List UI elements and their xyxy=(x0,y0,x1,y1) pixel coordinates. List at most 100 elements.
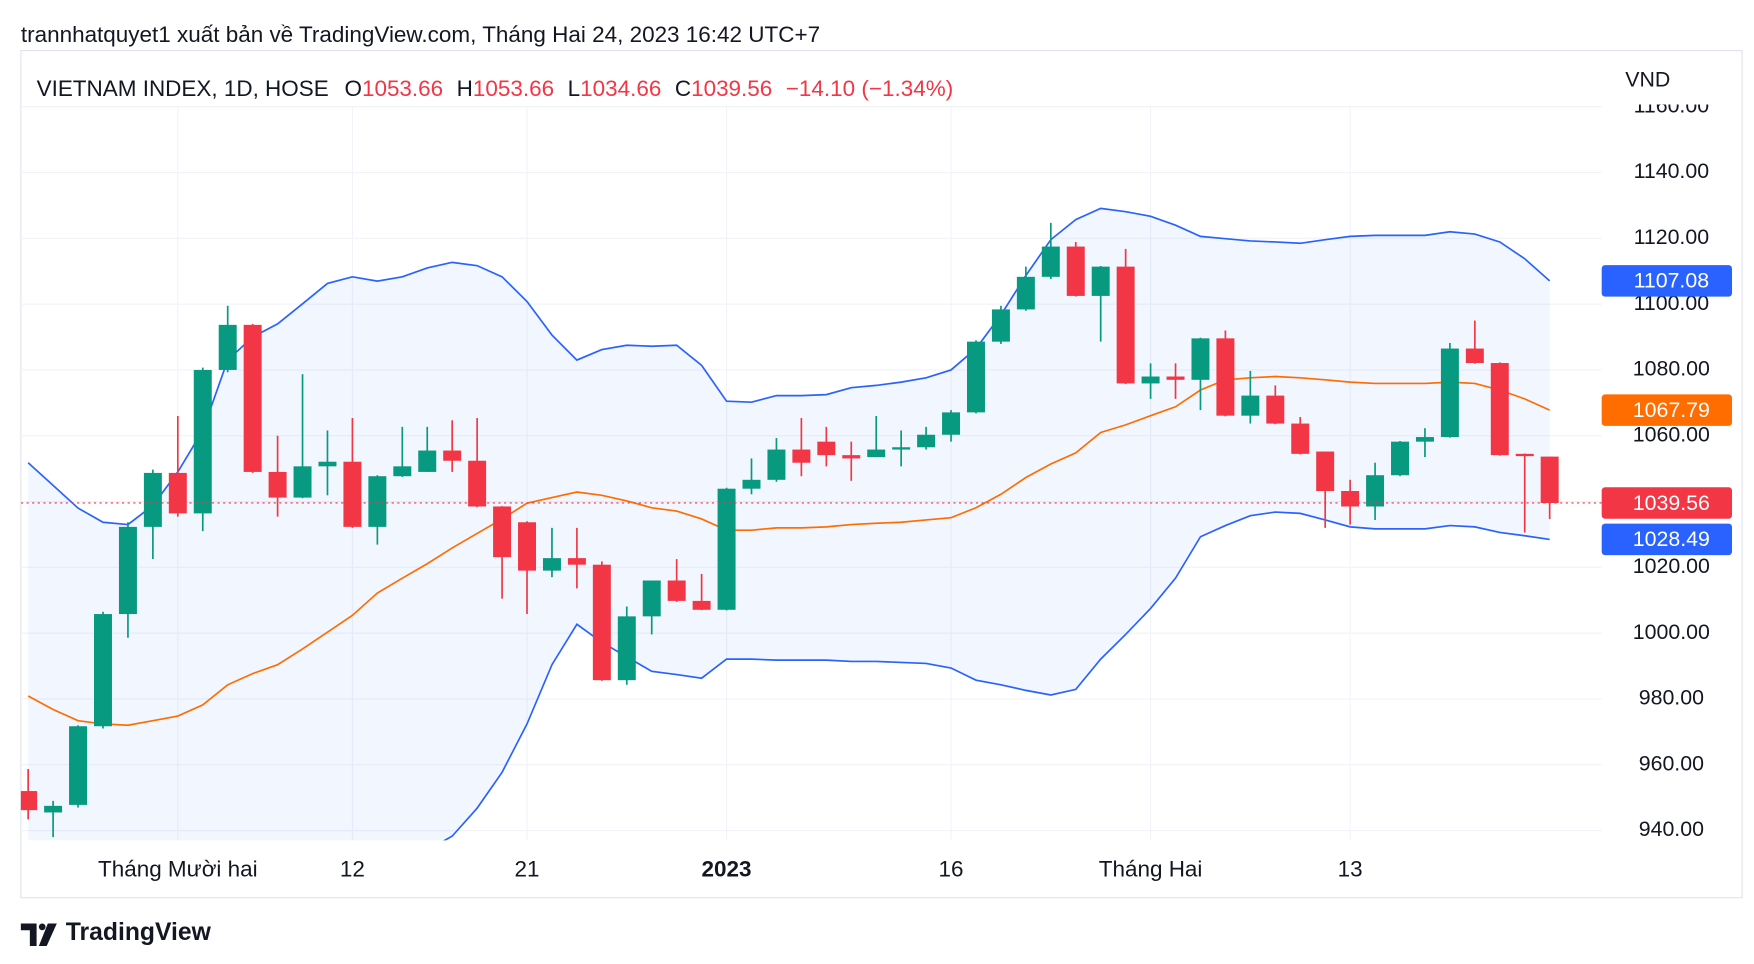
candle-body xyxy=(193,369,212,514)
price-tag xyxy=(1601,394,1733,426)
candle-body xyxy=(468,460,487,507)
candle-body xyxy=(1515,453,1534,457)
chart-frame xyxy=(20,49,1743,899)
band-fill xyxy=(28,208,1550,841)
candle-body xyxy=(1415,437,1434,442)
price-tags: 1107.08 1067.79 1039.56 1028.49 xyxy=(1601,265,1733,556)
band-upper xyxy=(27,207,1551,526)
candle-body xyxy=(917,434,936,448)
price-tag xyxy=(1601,487,1733,519)
candle-body xyxy=(243,324,262,472)
x-tick-label: 13 xyxy=(1338,857,1363,882)
y-tick-label: 1140.00 xyxy=(1634,159,1710,183)
ohlc-value: 1053.66 xyxy=(362,76,443,101)
candle-body xyxy=(368,476,387,527)
ohlc-value: 1039.56 xyxy=(691,76,772,101)
candle-body xyxy=(1091,266,1110,296)
candle-body xyxy=(1241,395,1260,416)
x-tick-label: 12 xyxy=(340,857,365,882)
candle-body xyxy=(792,449,811,463)
x-tick-label: Tháng Hai xyxy=(1099,857,1203,882)
ohlc-letter: H xyxy=(457,76,473,101)
candle-body xyxy=(542,558,561,571)
candle-body xyxy=(966,341,985,413)
y-tick-label: 1080.00 xyxy=(1633,357,1710,381)
candle-body xyxy=(1166,376,1185,380)
candle-body xyxy=(1291,423,1310,454)
candle-body xyxy=(642,580,661,617)
candle-body xyxy=(518,522,537,571)
candle-body xyxy=(1141,376,1160,384)
candle-body xyxy=(418,450,437,472)
candle-body xyxy=(1540,456,1559,503)
candle-body xyxy=(1066,246,1085,296)
candle-body xyxy=(1391,441,1409,476)
y-tick-label: 1160.00 xyxy=(1634,93,1710,117)
candle-body xyxy=(742,479,761,489)
unit-label: VND xyxy=(1625,68,1670,92)
ohlc-letter: O xyxy=(344,76,361,101)
publish-line: trannhatquyet1 xuất bản về TradingView.c… xyxy=(21,22,820,47)
candle-body xyxy=(168,472,187,514)
y-tick-label: 940.00 xyxy=(1639,817,1704,841)
band-lower xyxy=(442,511,1550,841)
price-tag xyxy=(1601,265,1733,297)
candle-body xyxy=(767,449,786,480)
price-tag-label: 1028.49 xyxy=(1633,527,1710,551)
legend: VIETNAM INDEX, 1D, HOSE O1053.66 H1053.66 L… xyxy=(37,76,954,101)
candle-body xyxy=(717,488,736,610)
candle-body xyxy=(617,616,636,681)
candle-body xyxy=(69,726,88,805)
candle-body xyxy=(1490,363,1509,456)
ohlc-letter: L xyxy=(568,76,581,101)
y-tick-label: 1060.00 xyxy=(1633,422,1710,446)
candle-body xyxy=(567,558,586,565)
ohlc-value: 1034.66 xyxy=(580,76,661,101)
candle-body xyxy=(1266,395,1285,424)
candle-body xyxy=(1191,338,1210,380)
candle-body xyxy=(218,324,237,370)
price-axis: 940.00960.00980.001000.001020.001040.001… xyxy=(1633,93,1710,841)
candle-body xyxy=(268,471,287,498)
candle-body xyxy=(393,466,412,477)
y-tick-label: 960.00 xyxy=(1639,751,1704,775)
candle-body xyxy=(293,466,312,498)
candle-body xyxy=(1465,348,1484,364)
change: −14.10 (−1.34%) xyxy=(786,76,953,101)
y-tick-label: 1020.00 xyxy=(1633,554,1710,578)
candle-body xyxy=(1341,491,1360,507)
candle-body xyxy=(1440,348,1459,438)
ohlc-letter: C xyxy=(675,76,691,101)
candle-body xyxy=(1041,246,1060,277)
candle-body xyxy=(318,461,337,467)
candle-body xyxy=(20,791,38,811)
candle-body xyxy=(493,506,512,558)
y-tick-label: 1120.00 xyxy=(1634,225,1710,249)
candle-body xyxy=(44,805,63,813)
candle-body xyxy=(892,447,911,450)
candle-body xyxy=(1016,276,1035,310)
candle-body xyxy=(692,600,711,610)
candle-body xyxy=(343,461,362,527)
candle-body xyxy=(118,526,137,615)
price-tag-label: 1039.56 xyxy=(1633,491,1710,515)
price-tag-label: 1107.08 xyxy=(1634,269,1710,293)
candle-body xyxy=(1366,475,1385,507)
price-tag-label: 1067.79 xyxy=(1633,398,1710,422)
brand-logo xyxy=(20,923,57,947)
y-tick-label: 980.00 xyxy=(1639,686,1704,710)
candle-body xyxy=(143,472,162,527)
brand-name: TradingView xyxy=(66,919,212,946)
time-axis: Tháng Mười hai 12 21 2023 16 Tháng Hai 13 xyxy=(98,857,1363,882)
candle-body xyxy=(842,455,861,459)
candle-body xyxy=(1216,338,1235,416)
y-tick-label: 1000.00 xyxy=(1633,620,1710,644)
x-tick-label: 21 xyxy=(515,857,540,882)
candle-body xyxy=(1116,266,1135,384)
x-tick-label: 2023 xyxy=(702,857,752,882)
symbol: VIETNAM INDEX, 1D, HOSE xyxy=(37,76,329,101)
candle-body xyxy=(817,441,836,456)
candle-body xyxy=(942,412,961,435)
